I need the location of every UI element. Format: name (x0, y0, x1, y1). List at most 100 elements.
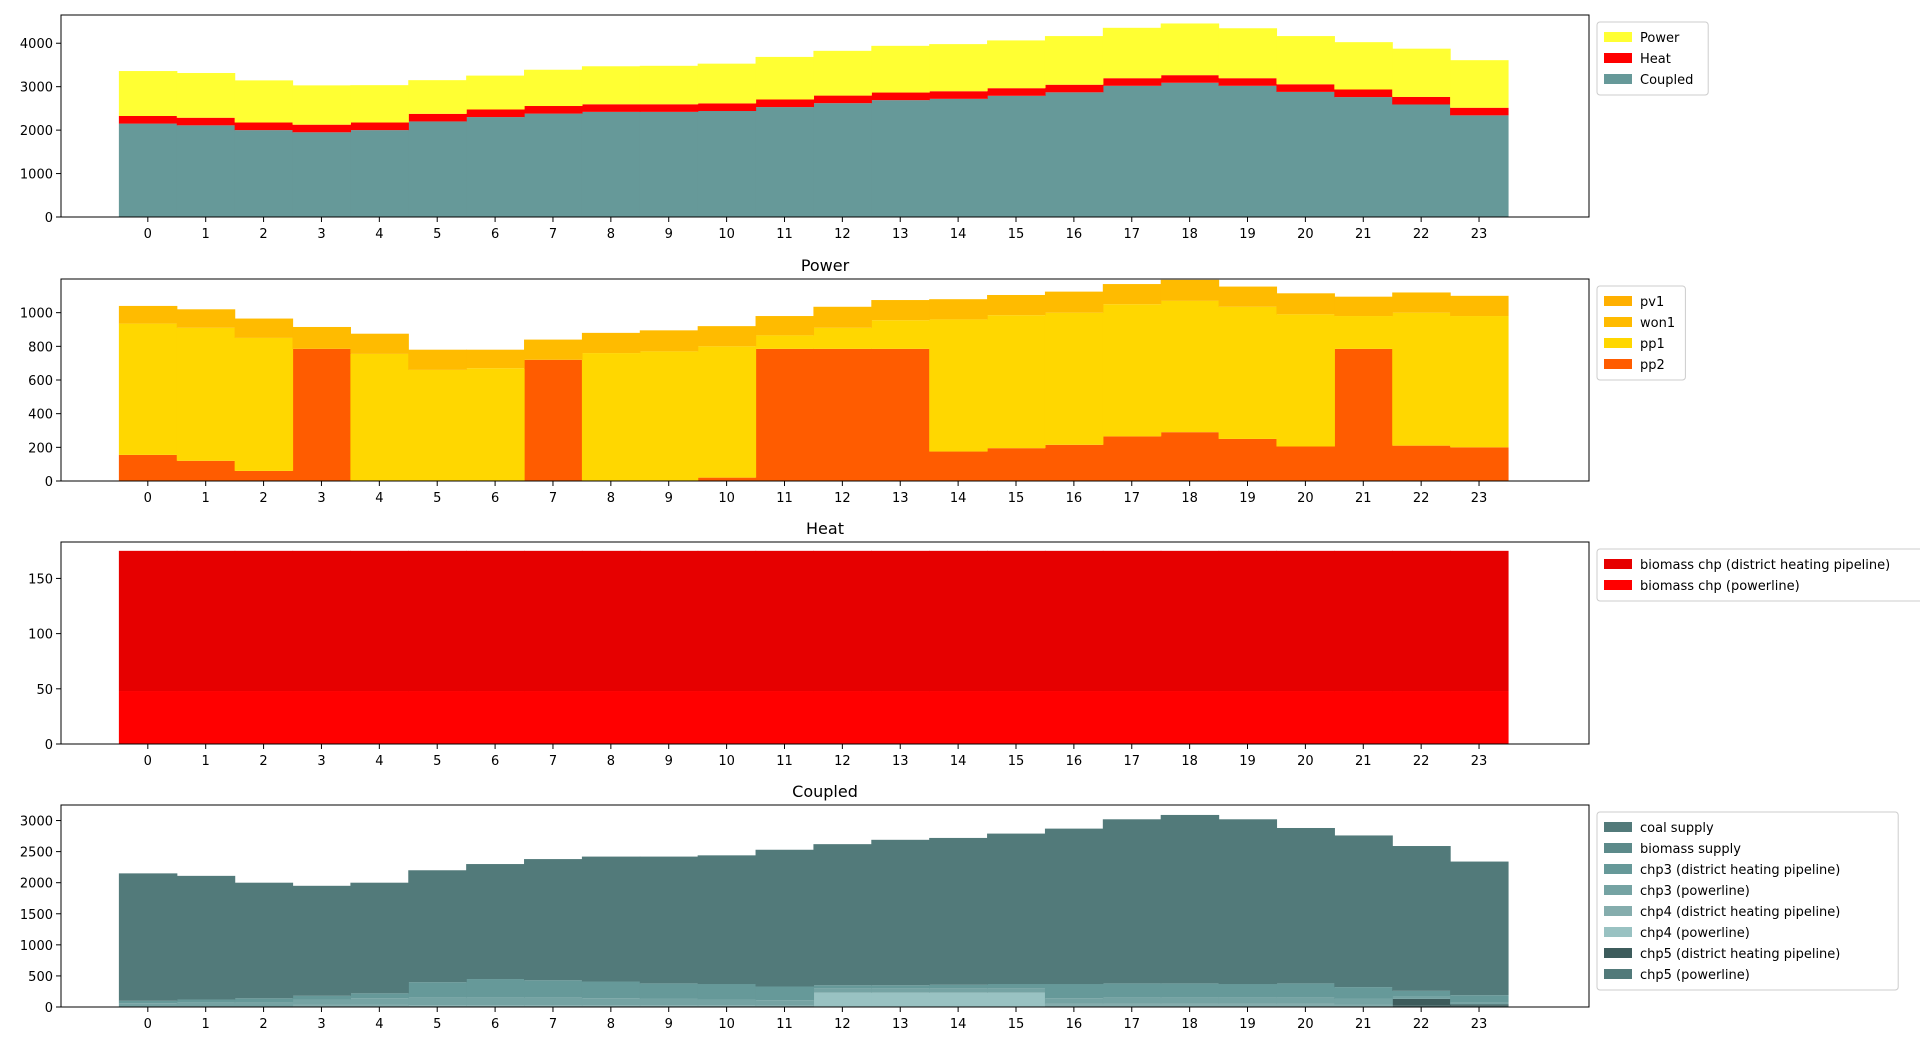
bar-segment (755, 56, 815, 100)
bar-segment (1102, 983, 1162, 998)
bar-segment (234, 337, 294, 471)
bar-segment (1392, 96, 1451, 105)
bar-segment (234, 122, 294, 131)
plot-frame (60, 804, 1590, 1008)
x-tick-label: 0 (144, 754, 152, 769)
x-tick-label: 11 (776, 491, 793, 506)
y-tick-label: 100 (28, 628, 53, 643)
x-tick-label: 6 (491, 754, 499, 769)
bar-segment (408, 349, 467, 370)
bar-segment (755, 691, 815, 744)
x-tick-label: 21 (1355, 227, 1372, 242)
bar-segment (929, 837, 988, 985)
legend-swatch (1604, 927, 1632, 937)
x-tick-label: 23 (1471, 1017, 1488, 1032)
bar-segment (987, 691, 1046, 744)
x-tick-label: 17 (1123, 491, 1140, 506)
bar-segment (176, 875, 236, 1000)
x-tick-label: 20 (1297, 227, 1314, 242)
bar-segment (350, 993, 409, 999)
bar-segment (1044, 984, 1104, 999)
legend-swatch (1604, 906, 1632, 916)
legend-label: pp1 (1640, 337, 1665, 352)
legend-swatch (1604, 559, 1632, 569)
x-tick-label: 10 (718, 1017, 735, 1032)
legend-box (1596, 548, 1920, 602)
bar-segment (697, 550, 757, 692)
legend-swatch (1604, 843, 1632, 853)
bar-segment (581, 856, 641, 982)
legend-swatch (1604, 359, 1632, 369)
series-biomass-chp-district-heating-pipeline- (118, 550, 1509, 692)
x-tick-label: 14 (950, 1017, 967, 1032)
x-tick-label: 6 (491, 227, 499, 242)
bar-segment (1160, 691, 1220, 744)
bar-segment (581, 66, 641, 105)
legend-label: Coupled (1640, 73, 1693, 88)
legend: coal supply biomass supply chp3 (district … (1596, 811, 1899, 991)
y-tick-label: 2000 (20, 124, 53, 139)
y-tick-label: 50 (36, 683, 53, 698)
bar-segment (1450, 995, 1509, 1003)
bar-segment (1102, 85, 1162, 218)
bar-segment (987, 833, 1046, 985)
x-tick-label: 5 (433, 1017, 441, 1032)
bar-segment (697, 63, 757, 104)
x-tick-label: 1 (202, 227, 210, 242)
bar-segment (1218, 691, 1278, 744)
bar-segment (1334, 987, 1393, 999)
x-tick-label: 0 (144, 1017, 152, 1032)
bar-segment (176, 309, 236, 328)
bar-segment (929, 91, 988, 99)
bar-segment (1334, 998, 1393, 1005)
bar-segment (524, 691, 583, 744)
bar-segment (987, 992, 1046, 1007)
legend-label: biomass chp (district heating pipeline) (1640, 558, 1890, 573)
bar-segment (1102, 284, 1162, 305)
bar-segment (292, 132, 351, 217)
bar-segment (755, 348, 815, 481)
bar-segment (1044, 550, 1104, 692)
bar-segment (466, 349, 525, 369)
bar-segment (1044, 84, 1104, 93)
bar-segment (1044, 828, 1104, 985)
bar-segment (581, 998, 641, 1006)
bar-segment (1276, 827, 1335, 984)
legend: pv1 won1 pp1 pp2 (1596, 285, 1686, 381)
legend-label: won1 (1640, 316, 1675, 331)
bar-segment (1276, 550, 1335, 692)
bar-segment (1218, 286, 1278, 307)
x-tick-label: 21 (1355, 1017, 1372, 1032)
bar-segment (1450, 550, 1509, 692)
bar-segment (929, 550, 988, 692)
bar-segment (929, 98, 988, 217)
bar-segment (234, 550, 294, 692)
bar-segment (1450, 1004, 1509, 1006)
bar-segment (1160, 300, 1220, 433)
bar-segment (871, 691, 930, 744)
bar-segment (929, 299, 988, 320)
bar-segment (813, 348, 872, 481)
y-tick-label: 2500 (20, 846, 53, 861)
bar-segment (755, 1000, 815, 1006)
bar-segment (813, 844, 872, 986)
y-tick-label: 0 (45, 1001, 53, 1016)
bar-segment (1334, 691, 1393, 744)
legend-label: chp3 (powerline) (1640, 884, 1750, 899)
legend-box (1596, 285, 1686, 381)
bar-segment (871, 300, 930, 321)
bar-segment (1276, 691, 1335, 744)
bar-segment (639, 1005, 699, 1007)
x-tick-label: 3 (317, 1017, 325, 1032)
bar-segment (350, 550, 409, 692)
bar-segment (1218, 984, 1278, 998)
bar-segment (755, 849, 815, 987)
bar-segment (1218, 28, 1278, 79)
x-tick-label: 22 (1413, 227, 1430, 242)
x-tick-label: 3 (317, 754, 325, 769)
y-tick-label: 2000 (20, 877, 53, 892)
bar-segment (466, 75, 525, 110)
bar-segment (813, 306, 872, 328)
series-pp2 (118, 348, 1509, 481)
